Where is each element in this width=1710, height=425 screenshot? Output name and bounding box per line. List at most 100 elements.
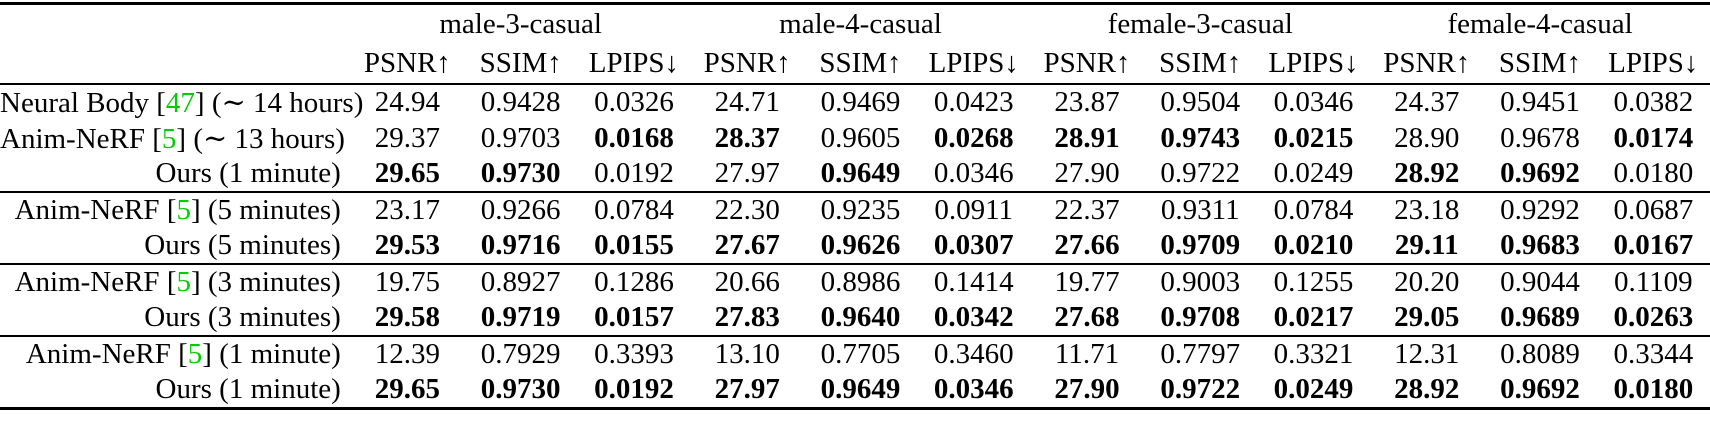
group-header-male-4-casual: male-4-casual bbox=[779, 7, 942, 40]
metric-header-ssim: SSIM↑ bbox=[1498, 46, 1582, 79]
metric-value: 0.0168 bbox=[594, 121, 674, 154]
metric-value: 29.58 bbox=[374, 301, 441, 333]
metric-value: 23.18 bbox=[1370, 191, 1484, 228]
table-row: Anim-NeRF [5] (5 minutes) 23.17 0.9266 0.07… bbox=[0, 191, 1710, 228]
metric-value: 0.0326 bbox=[594, 86, 674, 118]
metric-value: 0.0155 bbox=[594, 229, 674, 261]
metric-value: 19.77 bbox=[1030, 263, 1144, 300]
metric-value: 0.1255 bbox=[1256, 263, 1371, 300]
metric-value: 0.9709 bbox=[1160, 229, 1241, 261]
metric-value: 29.53 bbox=[374, 229, 441, 261]
metric-value: 0.9716 bbox=[480, 229, 561, 261]
method-label: Ours (5 minutes) bbox=[0, 228, 351, 264]
citation-number[interactable]: 5 bbox=[176, 194, 191, 226]
metric-value: 0.3344 bbox=[1596, 335, 1710, 372]
metric-value: 28.90 bbox=[1394, 121, 1460, 154]
method-label-text: Ours (1 minute) bbox=[155, 372, 341, 405]
metric-value: 0.9730 bbox=[480, 157, 561, 189]
citation-number[interactable]: 5 bbox=[187, 338, 203, 370]
metric-value: 0.0307 bbox=[933, 229, 1014, 261]
metric-header-ssim: SSIM↑ bbox=[819, 46, 902, 79]
metric-value: 0.9722 bbox=[1160, 157, 1241, 189]
metric-value: 27.90 bbox=[1054, 372, 1120, 405]
method-label-text: Anim-NeRF [ bbox=[25, 338, 188, 370]
metric-value: 27.97 bbox=[714, 372, 780, 405]
citation-number[interactable]: 5 bbox=[176, 266, 191, 298]
metric-value: 0.9311 bbox=[1143, 191, 1257, 228]
citation-number[interactable]: 5 bbox=[161, 122, 177, 155]
metric-value: 27.97 bbox=[714, 157, 780, 189]
metric-value: 0.9626 bbox=[820, 229, 901, 261]
metric-value: 0.8986 bbox=[803, 263, 918, 300]
metric-value: 0.9235 bbox=[803, 191, 918, 228]
metric-value: 0.7705 bbox=[803, 335, 918, 372]
metric-value: 0.9719 bbox=[480, 301, 561, 333]
metric-header-row: PSNR↑ SSIM↑ LPIPS↓ PSNR↑ SSIM↑ LPIPS↓ PS… bbox=[0, 43, 1710, 84]
group-header-female-3-casual: female-3-casual bbox=[1107, 7, 1293, 40]
method-label-text: Ours (1 minute) bbox=[155, 157, 341, 189]
metric-value: 0.0192 bbox=[594, 157, 674, 189]
results-table: male-3-casual male-4-casual female-3-cas… bbox=[0, 2, 1710, 410]
method-label: Anim-NeRF [5] (3 minutes) bbox=[0, 263, 351, 300]
metric-value: 0.0167 bbox=[1613, 229, 1694, 261]
metric-value: 0.9640 bbox=[820, 301, 901, 333]
metric-value: 27.66 bbox=[1054, 229, 1120, 261]
metric-value: 29.65 bbox=[374, 372, 441, 405]
method-label-text: Anim-NeRF [ bbox=[14, 194, 177, 226]
metric-value: 20.20 bbox=[1370, 263, 1484, 300]
metric-value: 28.92 bbox=[1394, 157, 1460, 189]
table-row: Ours (1 minute) 29.65 0.9730 0.0192 27.97 0.9… bbox=[0, 372, 1710, 408]
metric-header-psnr: PSNR↑ bbox=[1383, 46, 1471, 79]
metric-value: 0.0217 bbox=[1273, 301, 1354, 333]
metric-value: 0.9722 bbox=[1160, 372, 1241, 405]
corner-spacer bbox=[0, 43, 351, 84]
group-header-male-3-casual: male-3-casual bbox=[439, 7, 602, 40]
citation-number[interactable]: 47 bbox=[165, 87, 195, 119]
metric-value: 0.0263 bbox=[1613, 301, 1694, 333]
table-row: Neural Body [47] (∼ 14 hours) 24.94 0.9428… bbox=[0, 84, 1710, 120]
metric-value: 24.94 bbox=[374, 86, 441, 118]
method-label-text: ] (∼ 14 hours) bbox=[194, 87, 364, 119]
metric-value: 0.9703 bbox=[480, 121, 561, 154]
metric-value: 28.37 bbox=[714, 121, 780, 154]
metric-value: 0.0382 bbox=[1613, 86, 1694, 118]
metric-value: 0.1286 bbox=[577, 263, 691, 300]
metric-value: 0.0268 bbox=[933, 121, 1014, 154]
metric-value: 0.8089 bbox=[1483, 335, 1597, 372]
metric-value: 0.0346 bbox=[933, 372, 1014, 405]
metric-value: 27.67 bbox=[714, 229, 780, 261]
metric-value: 0.9730 bbox=[480, 372, 561, 405]
metric-value: 0.9003 bbox=[1143, 263, 1257, 300]
metric-value: 0.7929 bbox=[464, 335, 578, 372]
metric-value: 28.92 bbox=[1394, 372, 1460, 405]
metric-value: 0.9708 bbox=[1160, 301, 1241, 333]
metric-header-ssim: SSIM↑ bbox=[479, 46, 562, 79]
metric-value: 29.11 bbox=[1394, 229, 1459, 261]
metric-value: 0.9469 bbox=[820, 86, 901, 118]
table-row: Ours (3 minutes) 29.58 0.9719 0.0157 27.83 0.… bbox=[0, 300, 1710, 336]
metric-value: 0.9678 bbox=[1500, 121, 1580, 154]
method-label-text: ] (3 minutes) bbox=[190, 266, 341, 298]
metric-value: 0.9044 bbox=[1483, 263, 1597, 300]
method-label-text: Ours (3 minutes) bbox=[144, 301, 341, 333]
metric-value: 22.30 bbox=[690, 191, 804, 228]
method-label-text: Anim-NeRF [ bbox=[14, 266, 177, 298]
metric-value: 0.7797 bbox=[1143, 335, 1257, 372]
metric-value: 0.1414 bbox=[917, 263, 1031, 300]
metric-value: 23.17 bbox=[350, 191, 465, 228]
metric-value: 27.68 bbox=[1054, 301, 1120, 333]
metric-value: 0.9504 bbox=[1160, 86, 1241, 118]
group-header-female-4-casual: female-4-casual bbox=[1447, 7, 1633, 40]
method-label: Neural Body [47] (∼ 14 hours) bbox=[0, 84, 363, 120]
metric-value: 0.0180 bbox=[1613, 372, 1694, 405]
metric-value: 24.37 bbox=[1394, 86, 1460, 118]
metric-value: 29.05 bbox=[1394, 301, 1460, 333]
metric-value: 19.75 bbox=[350, 263, 465, 300]
method-label: Anim-NeRF [5] (∼ 13 hours) bbox=[0, 120, 351, 156]
metric-value: 0.1109 bbox=[1596, 263, 1710, 300]
metric-value: 0.0215 bbox=[1273, 121, 1354, 154]
metric-header-lpips: LPIPS↓ bbox=[1608, 46, 1699, 79]
method-label-text: Ours (5 minutes) bbox=[144, 229, 341, 261]
table-row: Anim-NeRF [5] (1 minute) 12.39 0.7929 0.339… bbox=[0, 335, 1710, 372]
table-header: male-3-casual male-4-casual female-3-cas… bbox=[0, 4, 1710, 84]
